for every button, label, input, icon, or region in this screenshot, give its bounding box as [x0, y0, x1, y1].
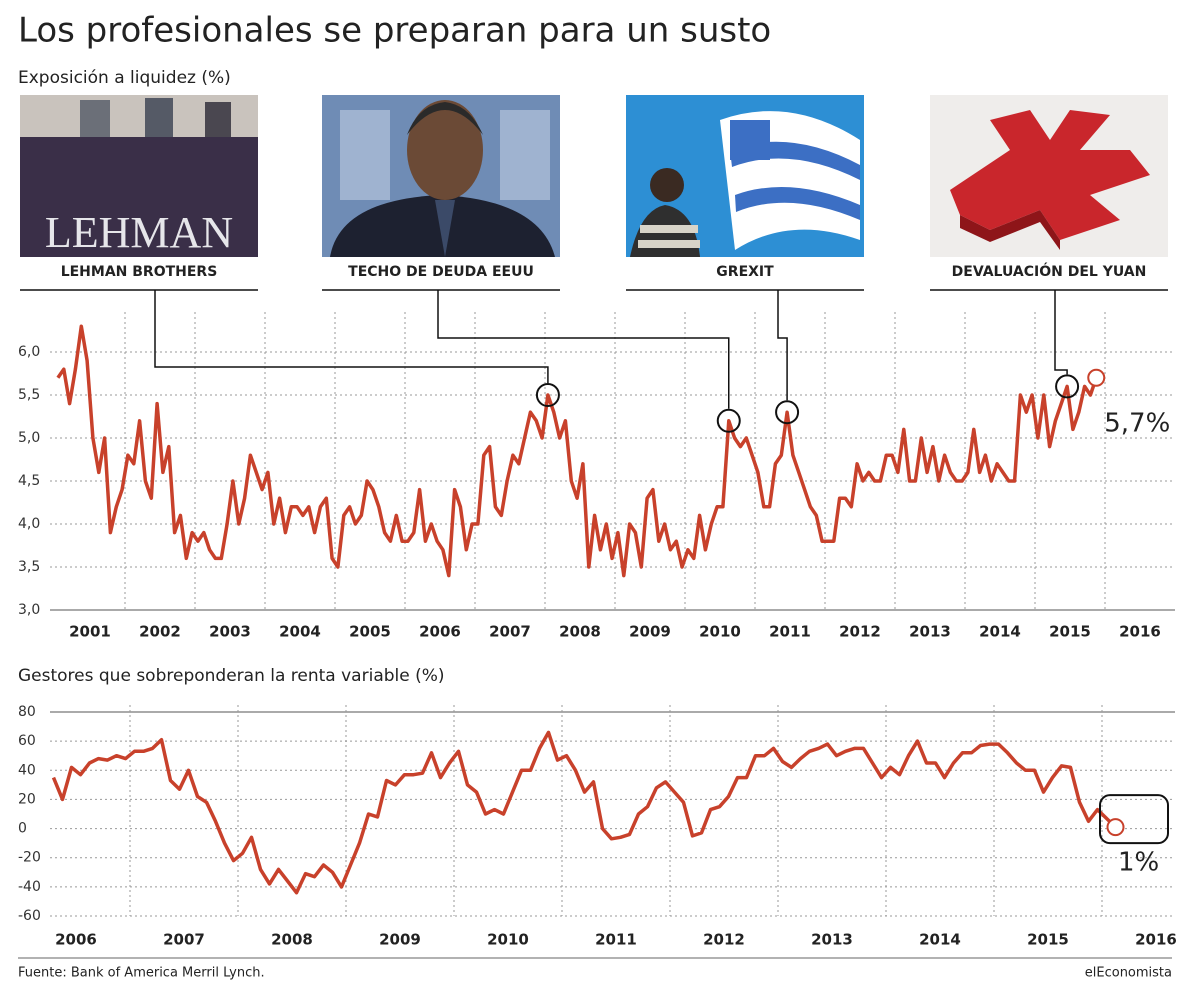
photo-grexit — [626, 95, 864, 257]
x-tick-label: 2004 — [279, 623, 321, 641]
x-tick-label: 2011 — [595, 931, 637, 949]
event-circle — [716, 408, 741, 433]
data-line — [56, 324, 1098, 578]
end-label: 5,7% — [1104, 408, 1170, 438]
connector — [154, 290, 549, 383]
x-tick-label: 2002 — [139, 623, 181, 641]
y-tick-label: 5,5 — [18, 387, 40, 403]
x-tick-label: 2011 — [769, 623, 811, 641]
x-tick-label: 2008 — [271, 931, 313, 949]
annotation-label: LEHMAN BROTHERS — [61, 264, 218, 280]
y-tick-label: -20 — [18, 850, 41, 866]
photo-yuan — [930, 95, 1168, 257]
event-circle — [1055, 374, 1080, 399]
x-tick-label: 2015 — [1049, 623, 1091, 641]
photo-text: LEHMAN — [45, 208, 233, 257]
y-tick-label: 5,0 — [18, 430, 40, 446]
y-tick-label: 6,0 — [18, 344, 40, 360]
chart-title: Gestores que sobreponderan la renta vari… — [18, 666, 445, 686]
x-tick-label: 2001 — [69, 623, 111, 641]
photo-obama — [322, 95, 560, 257]
x-tick-label: 2013 — [811, 931, 853, 949]
x-tick-label: 2014 — [919, 931, 961, 949]
y-tick-label: -60 — [18, 908, 41, 924]
x-tick-label: 2016 — [1119, 623, 1161, 641]
y-tick-label: 4,5 — [18, 473, 40, 489]
source: Fuente: Bank of America Merril Lynch. — [18, 966, 265, 981]
y-tick-label: -40 — [18, 879, 41, 895]
highlight-box — [1099, 794, 1169, 845]
y-tick-label: 20 — [18, 791, 36, 807]
connector — [777, 290, 788, 401]
main-title: Los profesionales se preparan para un su… — [18, 11, 771, 51]
x-tick-label: 2012 — [839, 623, 881, 641]
x-tick-label: 2014 — [979, 623, 1021, 641]
event-circle — [775, 400, 800, 425]
x-tick-label: 2007 — [163, 931, 205, 949]
x-tick-label: 2010 — [699, 623, 741, 641]
y-tick-label: 60 — [18, 733, 36, 749]
annotation-label: TECHO DE DEUDA EEUU — [348, 264, 534, 280]
y-tick-label: 4,0 — [18, 516, 40, 532]
x-tick-label: 2016 — [1135, 931, 1177, 949]
end-marker — [1087, 368, 1106, 387]
y-tick-label: 80 — [18, 704, 36, 720]
brand: elEconomista — [1085, 966, 1172, 981]
x-tick-label: 2012 — [703, 931, 745, 949]
x-tick-label: 2009 — [379, 931, 421, 949]
data-line — [51, 730, 1117, 895]
y-tick-label: 3,5 — [18, 559, 40, 575]
x-tick-label: 2008 — [559, 623, 601, 641]
connector — [1054, 290, 1068, 375]
x-tick-label: 2006 — [419, 623, 461, 641]
annotation-label: GREXIT — [716, 264, 774, 280]
chart-title: Exposición a liquidez (%) — [18, 68, 231, 88]
y-tick-label: 0 — [18, 821, 27, 837]
x-tick-label: 2003 — [209, 623, 251, 641]
x-tick-label: 2007 — [489, 623, 531, 641]
x-tick-label: 2010 — [487, 931, 529, 949]
x-tick-label: 2005 — [349, 623, 391, 641]
x-tick-label: 2013 — [909, 623, 951, 641]
y-tick-label: 3,0 — [18, 602, 40, 618]
end-label: 1% — [1118, 848, 1159, 878]
connector — [437, 290, 730, 409]
x-tick-label: 2009 — [629, 623, 671, 641]
x-tick-label: 2015 — [1027, 931, 1069, 949]
end-marker — [1106, 818, 1125, 837]
photo-lehman: LEHMAN — [20, 95, 258, 257]
event-circle — [535, 383, 560, 407]
y-tick-label: 40 — [18, 762, 36, 778]
x-tick-label: 2006 — [55, 931, 97, 949]
annotation-label: DEVALUACIÓN DEL YUAN — [952, 262, 1147, 280]
